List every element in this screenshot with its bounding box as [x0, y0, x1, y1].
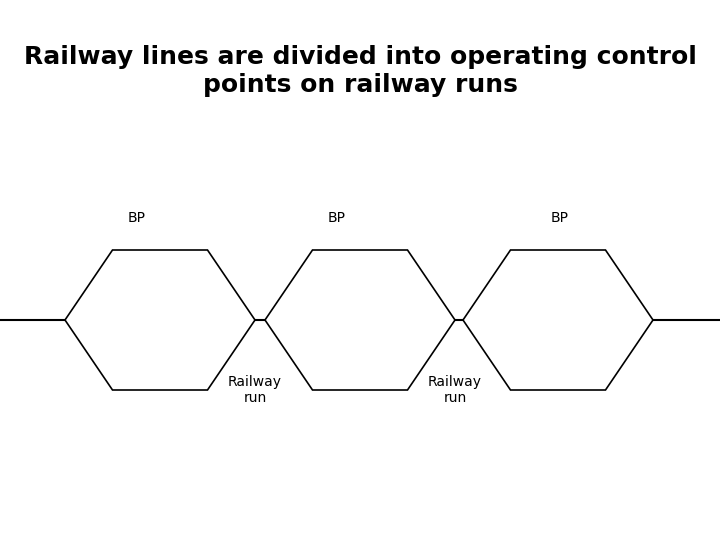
Text: Railway
run: Railway run: [228, 375, 282, 405]
Text: BP: BP: [128, 211, 146, 225]
Text: Railway lines are divided into operating control
points on railway runs: Railway lines are divided into operating…: [24, 45, 696, 97]
Text: Railway
run: Railway run: [428, 375, 482, 405]
Polygon shape: [65, 250, 255, 390]
Text: BP: BP: [328, 211, 346, 225]
Polygon shape: [265, 250, 455, 390]
Polygon shape: [463, 250, 653, 390]
Text: BP: BP: [551, 211, 569, 225]
